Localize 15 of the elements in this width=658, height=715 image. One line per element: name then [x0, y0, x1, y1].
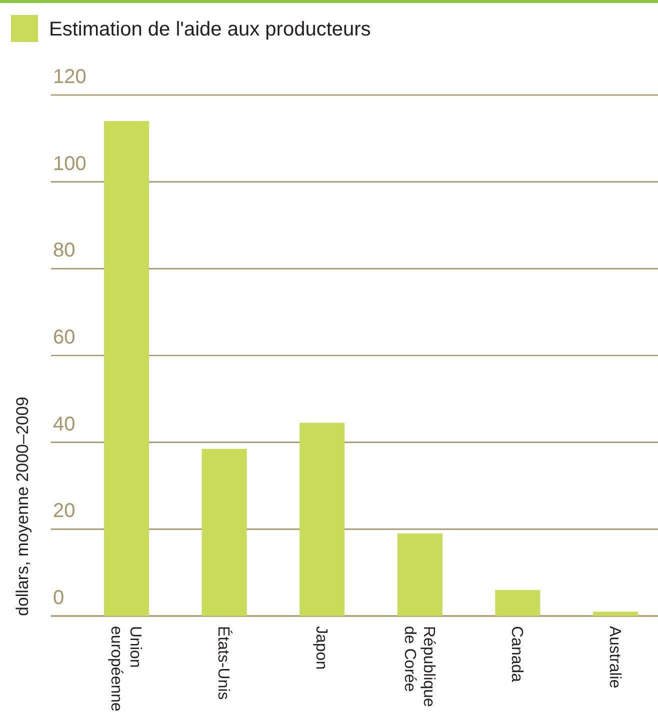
y-tick-label: 100 [53, 152, 86, 175]
x-tick-label: République de Corée [400, 626, 437, 708]
y-tick-label: 20 [53, 500, 76, 522]
y-tick-label: 120 [53, 66, 86, 88]
x-tick-label: Japon [312, 626, 330, 670]
x-tick-label: États-Unis [214, 626, 233, 700]
y-tick-label: 80 [53, 240, 76, 262]
x-tick-label: Australie [606, 626, 623, 688]
y-tick-label: 0 [53, 587, 64, 609]
x-tick-label: Canada [508, 626, 526, 682]
y-tick-label: 40 [53, 413, 76, 436]
x-tick-label: Union européenne [107, 626, 144, 712]
y-axis-title: dollars, moyenne 2000–2009 [12, 396, 32, 616]
legend-label: Estimation de l'aide aux producteurs [49, 18, 371, 40]
y-tick-label: 60 [53, 326, 76, 348]
